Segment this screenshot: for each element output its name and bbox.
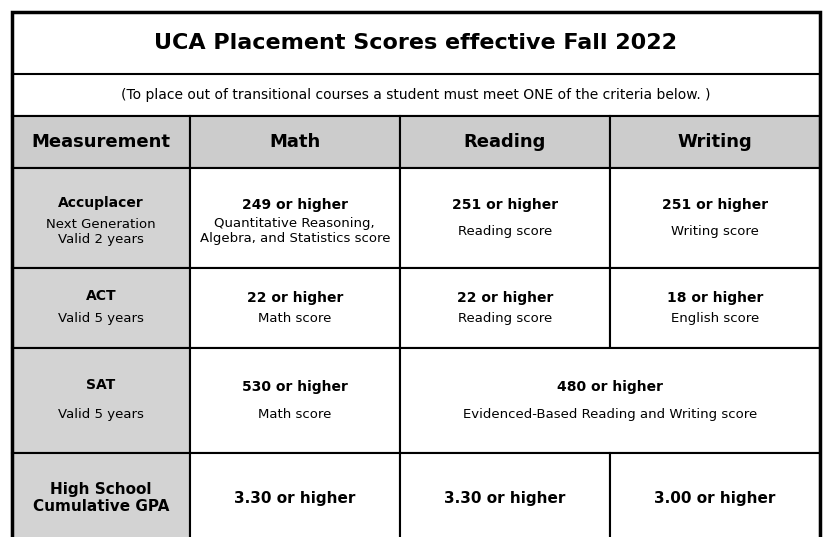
Bar — [12, 268, 190, 348]
Bar — [12, 74, 820, 116]
Text: Quantitative Reasoning,
Algebra, and Statistics score: Quantitative Reasoning, Algebra, and Sta… — [200, 217, 390, 245]
Bar — [12, 348, 190, 453]
Text: High School
Cumulative GPA: High School Cumulative GPA — [32, 482, 169, 514]
Bar — [610, 268, 820, 348]
Bar — [400, 453, 610, 537]
Text: Reading score: Reading score — [458, 224, 552, 237]
Bar — [12, 453, 190, 537]
Text: 251 or higher: 251 or higher — [452, 198, 558, 212]
Text: Evidenced-Based Reading and Writing score: Evidenced-Based Reading and Writing scor… — [463, 408, 757, 420]
Text: Math score: Math score — [258, 312, 331, 325]
Text: UCA Placement Scores effective Fall 2022: UCA Placement Scores effective Fall 2022 — [155, 33, 677, 53]
Text: Valid 5 years: Valid 5 years — [58, 408, 144, 421]
Bar — [190, 348, 400, 453]
Text: Math: Math — [270, 133, 320, 151]
Bar — [610, 453, 820, 537]
Text: Reading: Reading — [463, 133, 546, 151]
Text: 251 or higher: 251 or higher — [662, 198, 768, 212]
Text: English score: English score — [671, 312, 759, 325]
Text: 530 or higher: 530 or higher — [242, 380, 348, 394]
Text: Math score: Math score — [258, 408, 331, 420]
Text: Writing score: Writing score — [671, 224, 759, 237]
Text: Measurement: Measurement — [32, 133, 171, 151]
Text: 3.00 or higher: 3.00 or higher — [654, 490, 775, 505]
Text: 3.30 or higher: 3.30 or higher — [234, 490, 355, 505]
Bar — [12, 168, 190, 268]
Bar — [190, 268, 400, 348]
Text: Writing: Writing — [677, 133, 752, 151]
Bar — [190, 116, 400, 168]
Bar — [190, 168, 400, 268]
Bar — [610, 116, 820, 168]
Text: Next Generation
Valid 2 years: Next Generation Valid 2 years — [46, 217, 156, 245]
Text: 18 or higher: 18 or higher — [666, 291, 763, 304]
Text: Reading score: Reading score — [458, 312, 552, 325]
Text: 22 or higher: 22 or higher — [246, 291, 343, 304]
Text: ACT: ACT — [86, 289, 116, 303]
Text: 249 or higher: 249 or higher — [242, 198, 348, 212]
Bar — [400, 268, 610, 348]
Bar — [400, 168, 610, 268]
Bar — [400, 116, 610, 168]
Text: Accuplacer: Accuplacer — [58, 196, 144, 210]
Text: 22 or higher: 22 or higher — [457, 291, 553, 304]
Text: SAT: SAT — [87, 378, 116, 392]
Text: Valid 5 years: Valid 5 years — [58, 313, 144, 325]
Bar — [610, 168, 820, 268]
Bar — [12, 12, 820, 74]
Text: 3.30 or higher: 3.30 or higher — [444, 490, 566, 505]
Text: (To place out of transitional courses a student must meet ONE of the criteria be: (To place out of transitional courses a … — [121, 88, 711, 102]
Bar — [400, 348, 820, 453]
Bar — [190, 453, 400, 537]
Text: 480 or higher: 480 or higher — [557, 380, 663, 394]
Bar — [12, 116, 190, 168]
